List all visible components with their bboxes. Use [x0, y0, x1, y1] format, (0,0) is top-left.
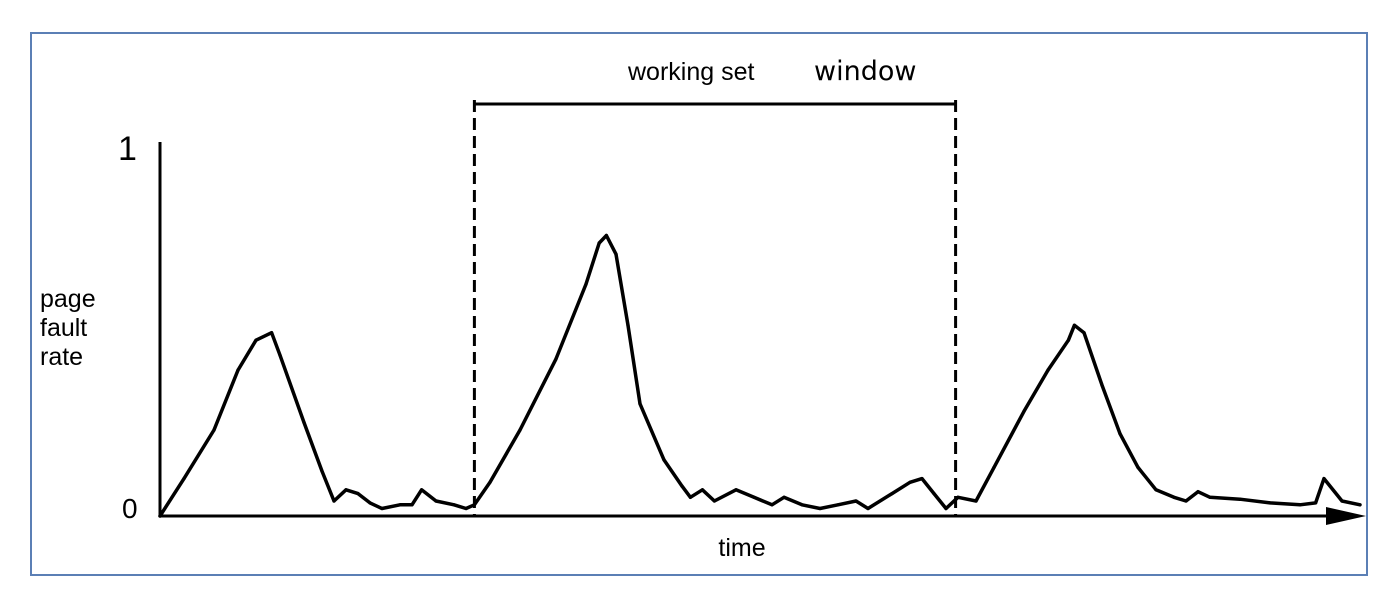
- data-point-47: [932, 492, 936, 496]
- page-fault-rate-line: [158, 233, 1362, 518]
- data-point-55: [1072, 323, 1076, 327]
- data-point-34: [712, 499, 717, 503]
- data-point-54: [1066, 338, 1070, 342]
- x-axis-label: time: [718, 534, 765, 562]
- y-tick-label-max: 1: [118, 130, 137, 168]
- data-point-37: [770, 503, 774, 507]
- y-tick-label-zero: 0: [122, 493, 138, 524]
- data-point-26: [604, 233, 609, 238]
- data-point-20: [472, 503, 476, 507]
- data-point-12: [368, 501, 372, 505]
- data-point-11: [356, 492, 360, 496]
- data-point-17: [434, 499, 438, 503]
- data-point-0: [158, 514, 162, 518]
- data-point-35: [734, 488, 738, 492]
- data-point-52: [1022, 409, 1026, 413]
- data-point-27: [614, 252, 618, 256]
- data-point-5: [270, 331, 274, 335]
- data-point-42: [854, 499, 858, 503]
- data-point-62: [1184, 499, 1188, 503]
- window-label-part-1: working set: [627, 58, 754, 86]
- data-point-53: [1046, 368, 1050, 372]
- figure-frame: [30, 32, 1368, 576]
- data-point-67: [1298, 503, 1302, 507]
- data-point-65: [1238, 497, 1242, 501]
- data-point-15: [410, 503, 414, 507]
- data-point-49: [956, 495, 960, 499]
- data-point-66: [1268, 501, 1272, 505]
- x-axis-arrowhead: [1326, 507, 1366, 525]
- data-point-14: [398, 503, 402, 507]
- data-point-58: [1118, 432, 1122, 436]
- data-point-9: [332, 499, 336, 503]
- data-point-44: [890, 492, 894, 496]
- data-point-56: [1082, 331, 1086, 335]
- data-point-29: [638, 402, 642, 406]
- data-point-68: [1314, 501, 1318, 505]
- data-point-57: [1100, 383, 1104, 387]
- data-point-70: [1340, 499, 1344, 503]
- data-point-39: [800, 503, 804, 507]
- y-axis-label-line-2: fault: [40, 314, 87, 342]
- data-point-38: [782, 495, 786, 499]
- data-point-7: [302, 420, 306, 425]
- data-point-59: [1136, 465, 1140, 469]
- y-axis-label-line-1: page: [40, 285, 96, 313]
- window-label-part-2: window: [814, 56, 916, 87]
- data-point-23: [554, 357, 558, 361]
- data-point-43: [866, 506, 870, 511]
- data-point-69: [1322, 477, 1326, 481]
- data-point-21: [488, 480, 492, 484]
- data-point-3: [236, 368, 240, 372]
- data-point-63: [1196, 490, 1200, 494]
- data-point-13: [380, 506, 384, 511]
- data-point-16: [420, 488, 424, 492]
- data-point-8: [320, 469, 324, 473]
- data-point-25: [597, 241, 601, 245]
- data-point-48: [944, 506, 948, 511]
- data-point-36: [752, 495, 756, 499]
- data-point-41: [836, 503, 840, 507]
- data-point-50: [974, 499, 978, 503]
- data-point-18: [452, 503, 456, 507]
- data-point-33: [700, 488, 705, 492]
- data-point-4: [254, 338, 258, 342]
- data-point-32: [688, 495, 693, 499]
- data-point-6: [278, 353, 282, 357]
- data-point-60: [1154, 488, 1158, 492]
- data-point-45: [908, 480, 912, 484]
- data-point-24: [584, 282, 588, 286]
- data-point-61: [1172, 495, 1176, 499]
- data-point-19: [464, 506, 468, 511]
- data-point-10: [344, 488, 348, 492]
- data-point-40: [818, 506, 822, 511]
- data-point-30: [662, 458, 666, 462]
- data-point-22: [518, 428, 522, 432]
- y-axis-label-line-3: rate: [40, 343, 83, 371]
- data-point-64: [1208, 495, 1212, 499]
- data-point-28: [626, 323, 630, 327]
- data-point-46: [920, 477, 924, 481]
- data-point-1: [182, 477, 186, 481]
- data-point-31: [680, 484, 684, 488]
- data-point-71: [1358, 503, 1362, 507]
- data-point-2: [212, 428, 216, 432]
- data-point-51: [992, 465, 996, 469]
